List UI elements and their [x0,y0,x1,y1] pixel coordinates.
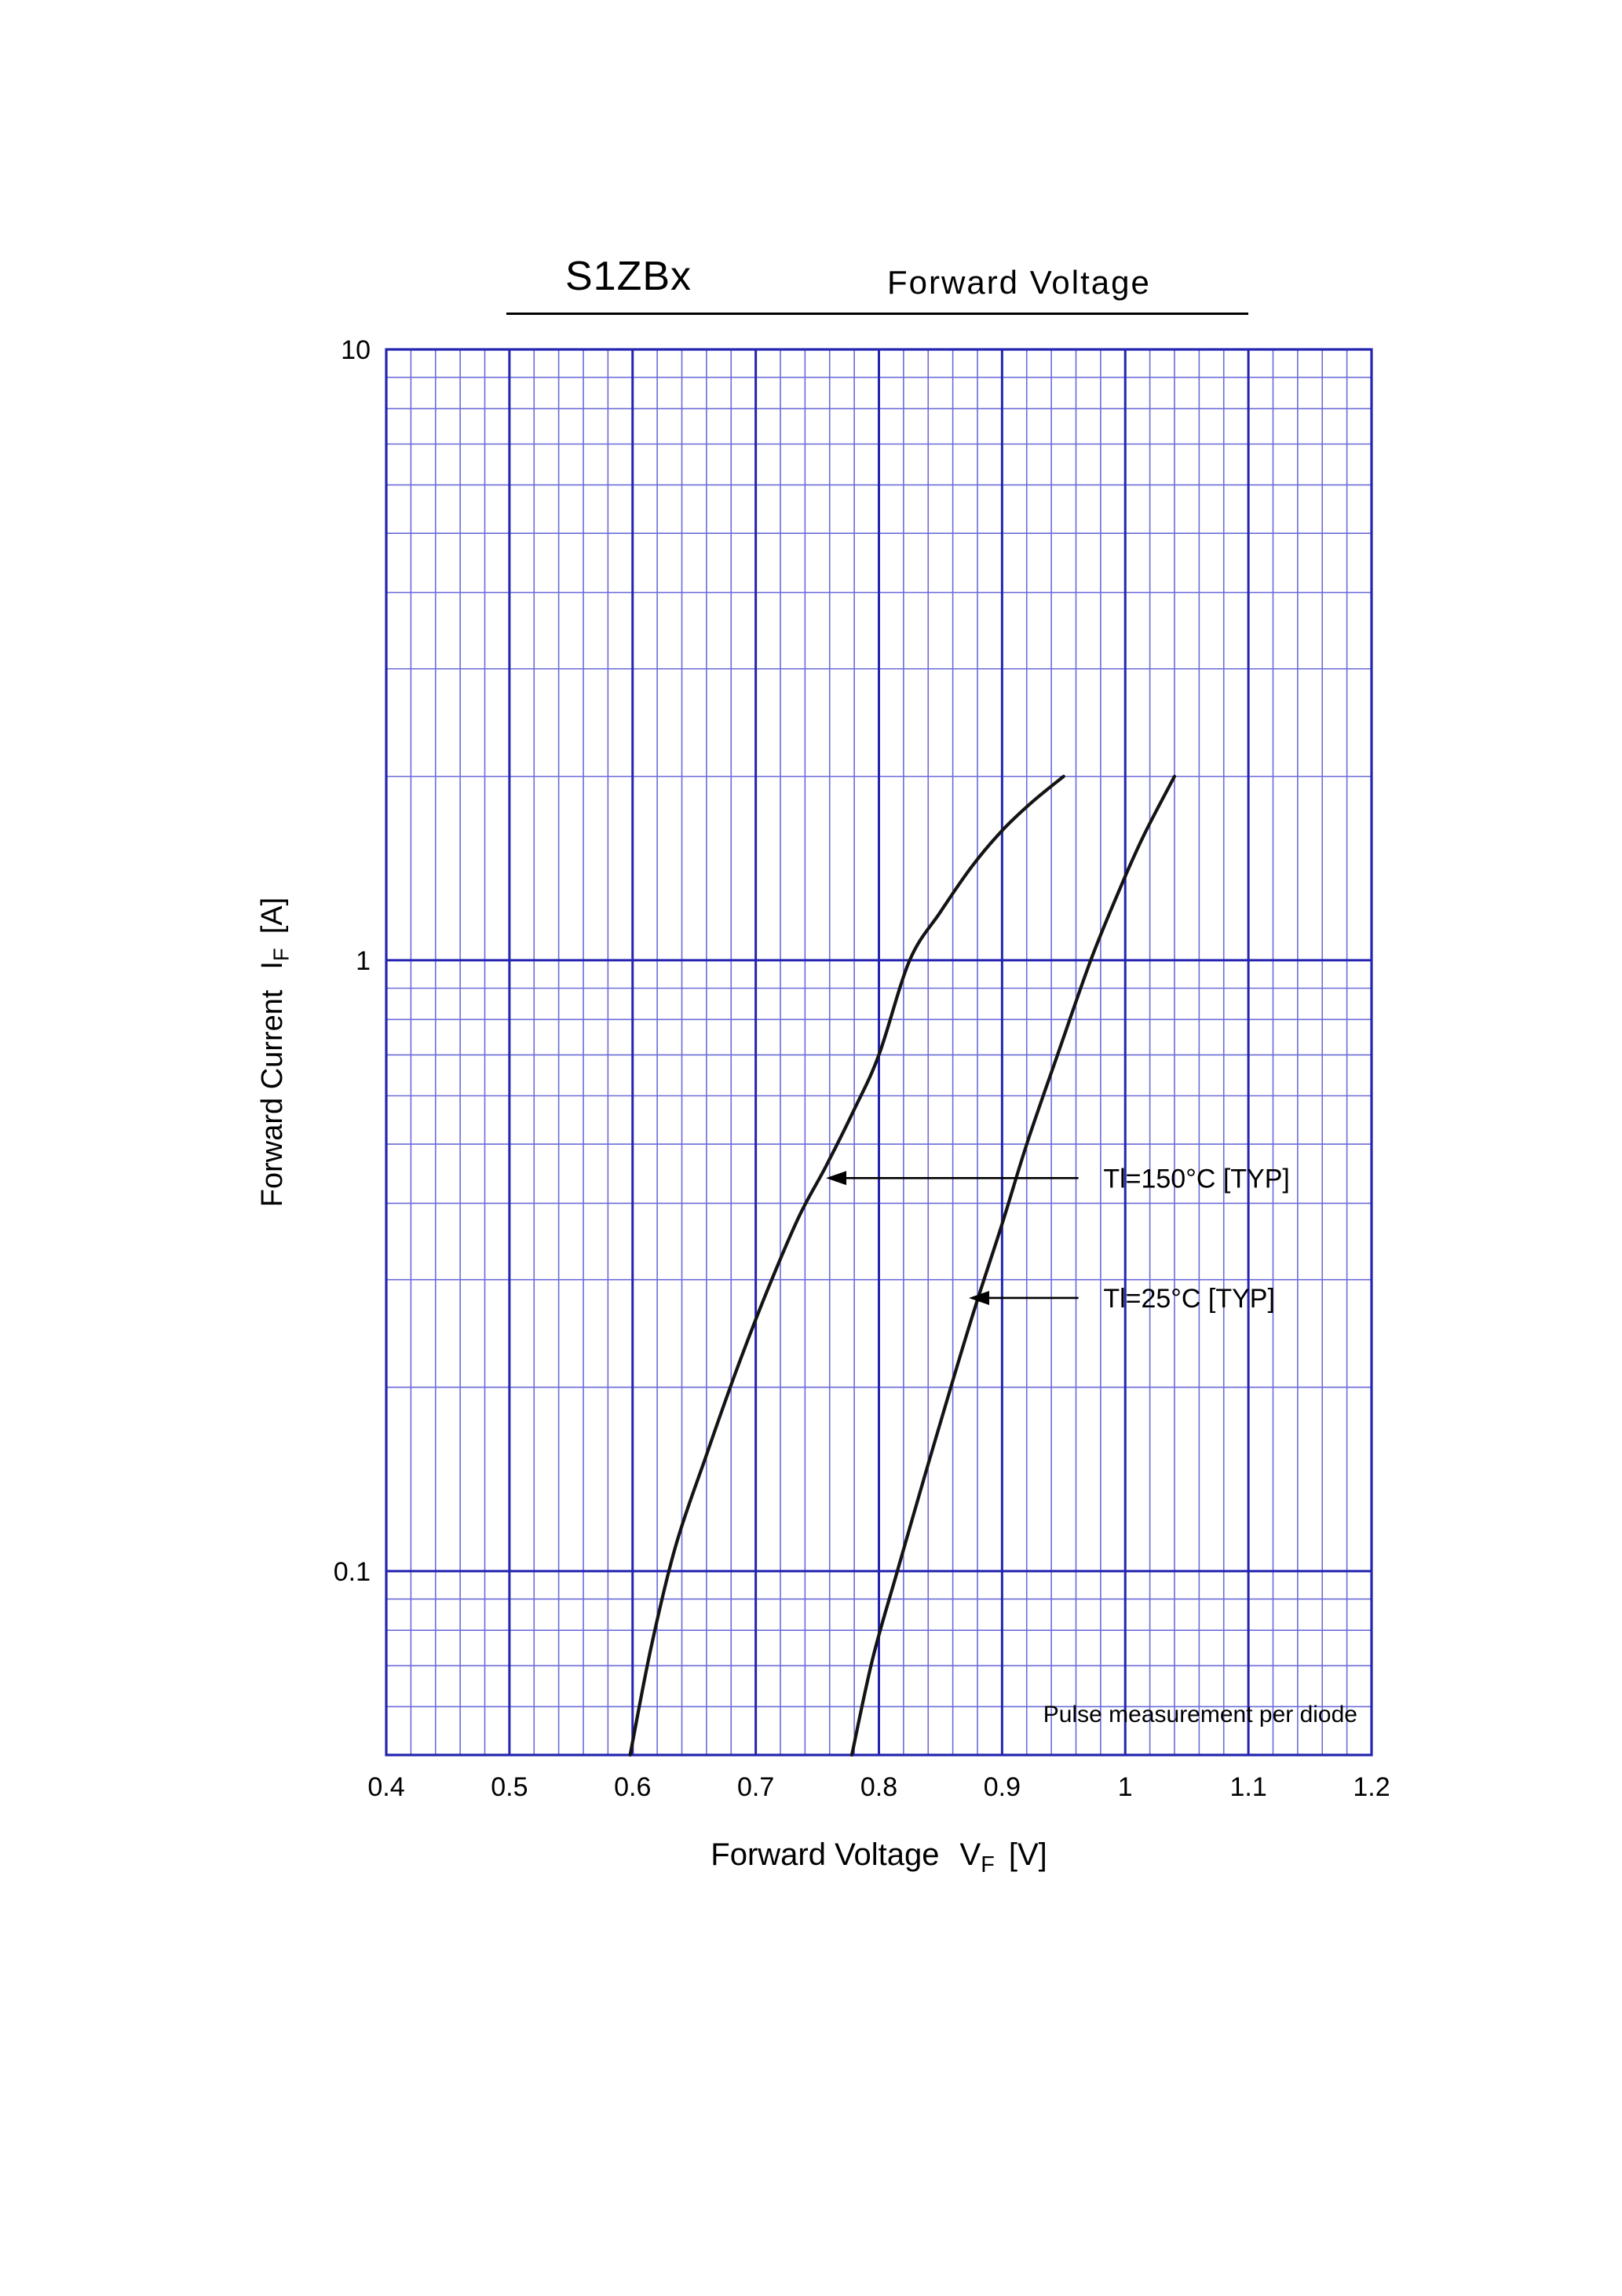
annotation-label: Tl=25°C [TYP] [1103,1284,1275,1314]
y-axis-unit: [A] [256,897,289,934]
measurement-note: Pulse measurement per diode [1043,1702,1357,1727]
x-tick-label: 1.1 [1229,1772,1266,1802]
x-axis-symbol-sub: F [981,1852,995,1877]
x-axis-unit: [V] [1008,1837,1047,1872]
chart-title: Forward Voltage [887,264,1151,301]
x-tick-label: 1.2 [1353,1772,1390,1802]
y-axis-label: Forward Current IF [A] [247,581,298,1523]
x-axis-symbol: V [959,1837,981,1872]
x-tick-label: 0.4 [367,1772,404,1802]
x-tick-label: 1 [1118,1772,1133,1802]
x-axis-label-text: Forward Voltage [711,1837,940,1872]
annotation-arrowhead-icon [969,1290,990,1305]
annotation-label: Tl=150°C [TYP] [1103,1164,1290,1194]
x-tick-label: 0.7 [737,1772,774,1802]
title-underline [506,313,1248,315]
part-number-title: S1ZBx [565,254,692,299]
y-tick-label: 10 [341,335,371,365]
annotation-arrowhead-icon [826,1171,847,1186]
y-tick-label: 0.1 [334,1557,371,1587]
x-tick-label: 0.5 [491,1772,528,1802]
x-tick-label: 0.6 [614,1772,651,1802]
curve-25c [849,774,1177,1757]
x-axis-label: Forward Voltage VF [V] [386,1837,1372,1878]
y-axis-symbol: I [256,961,289,970]
curve-150c [628,774,1065,1757]
y-axis-label-text: Forward Current [256,989,289,1208]
y-tick-label: 1 [356,946,371,976]
x-tick-label: 0.9 [984,1772,1021,1802]
y-axis-symbol-sub: F [269,948,294,961]
plot-frame [385,348,1373,1757]
x-tick-label: 0.8 [860,1772,897,1802]
